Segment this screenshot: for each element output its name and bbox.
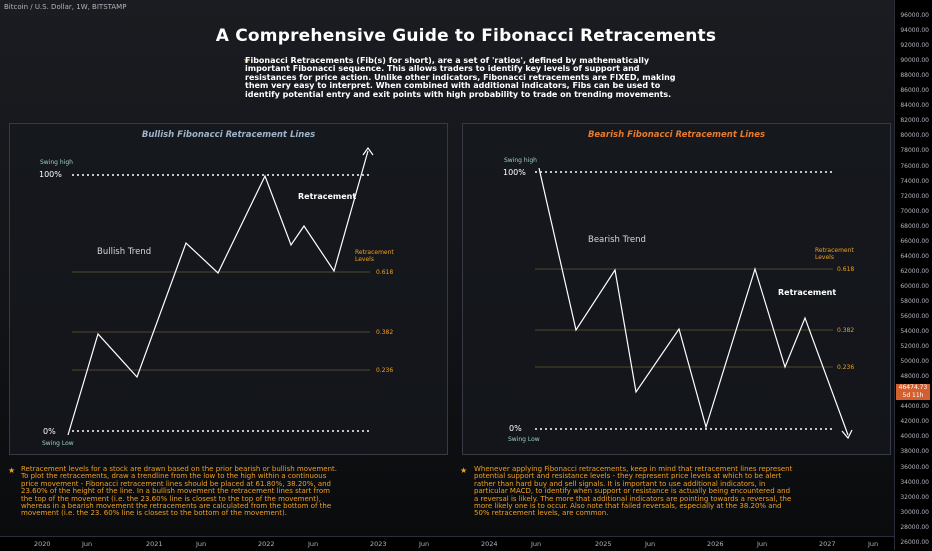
price-tick: 38000.00 xyxy=(900,448,929,456)
time-tick: 2027 xyxy=(819,540,836,548)
bullish-title: Bullish Fibonacci Retracement Lines xyxy=(141,130,316,140)
price-tick: 32000.00 xyxy=(900,493,929,501)
price-tick: 86000.00 xyxy=(900,87,929,95)
time-tick: 2022 xyxy=(258,540,275,548)
swing-high-label: Swing high xyxy=(504,157,537,164)
price-tick: 76000.00 xyxy=(900,162,929,170)
price-tick: 42000.00 xyxy=(900,418,929,426)
bearish-title: Bearish Fibonacci Retracement Lines xyxy=(587,130,766,140)
price-tick: 82000.00 xyxy=(900,117,929,125)
star-icon: ★ xyxy=(460,466,468,475)
price-tick: 30000.00 xyxy=(900,508,929,516)
time-tick: Jun xyxy=(868,540,879,548)
bullish-diagram xyxy=(67,146,374,436)
pct-0-label: 0% xyxy=(43,427,56,436)
price-tick: 48000.00 xyxy=(900,373,929,381)
price-tick: 40000.00 xyxy=(900,433,929,441)
time-tick: Jun xyxy=(419,540,430,548)
level-236-label: 0.236 xyxy=(837,364,855,371)
bearish-diagram xyxy=(535,167,853,440)
arrow-up-icon xyxy=(362,146,374,156)
price-tick: 78000.00 xyxy=(900,147,929,155)
time-tick: 2023 xyxy=(370,540,387,548)
pct-100-label: 100% xyxy=(503,168,526,177)
pct-100-label: 100% xyxy=(39,170,62,179)
trend-label: Bullish Trend xyxy=(97,247,152,257)
bullish-panel: Bullish Fibonacci Retracement Lines Swin… xyxy=(9,123,448,455)
price-tick: 74000.00 xyxy=(900,177,929,185)
price-tick: 44000.00 xyxy=(900,403,929,411)
price-tick: 60000.00 xyxy=(900,282,929,290)
notes-left: Retracement levels for a stock are drawn… xyxy=(21,465,338,518)
time-tick: Jun xyxy=(308,540,319,548)
price-tick: 54000.00 xyxy=(900,328,929,336)
price-tick: 72000.00 xyxy=(900,192,929,200)
price-tick: 58000.00 xyxy=(900,297,929,305)
level-382-label: 0.382 xyxy=(837,327,855,334)
bullish-price-path xyxy=(67,150,369,436)
price-tick: 88000.00 xyxy=(900,72,929,80)
swing-high-label: Swing high xyxy=(40,159,73,166)
retracement-label: Retracement xyxy=(778,288,837,297)
price-tick: 94000.00 xyxy=(900,27,929,35)
pct-0-label: 0% xyxy=(509,424,522,433)
price-tick: 92000.00 xyxy=(900,42,929,50)
time-tick: 2024 xyxy=(481,540,498,548)
price-tick: 70000.00 xyxy=(900,207,929,215)
time-tick: 2021 xyxy=(146,540,163,548)
arrow-down-icon xyxy=(841,429,853,440)
trend-label: Bearish Trend xyxy=(588,235,646,245)
price-tick: 96000.00 xyxy=(900,12,929,19)
retracement-levels-label: Retracement Levels xyxy=(355,249,394,263)
price-tick: 56000.00 xyxy=(900,313,929,320)
intro-text: Fibonacci Retracements (Fib(s) for short… xyxy=(245,56,676,99)
level-618-label: 0.618 xyxy=(376,269,394,276)
bearish-price-path xyxy=(538,167,849,436)
time-tick: 2020 xyxy=(34,540,51,548)
bearish-panel: Bearish Fibonacci Retracement Lines Swin… xyxy=(462,123,891,455)
level-382-label: 0.382 xyxy=(376,329,394,336)
time-tick: 2025 xyxy=(595,540,612,548)
time-tick: Jun xyxy=(196,540,207,548)
time-tick: Jun xyxy=(645,540,656,548)
price-tick: 90000.00 xyxy=(900,57,929,65)
star-icon: ★ xyxy=(243,56,251,65)
price-tick: 62000.00 xyxy=(900,267,929,275)
current-price-badge: 46474.73 5d 11h xyxy=(896,384,930,400)
time-axis[interactable]: 2020 Jun 2021 Jun 2022 Jun 2023 Jun 2024 Jun 2025 J… xyxy=(0,536,894,551)
price-tick: 36000.00 xyxy=(900,463,929,471)
price-tick: 28000.00 xyxy=(900,523,929,531)
notes-right: Whenever applying Fibonacci retracements… xyxy=(474,465,793,518)
star-icon: ★ xyxy=(8,466,16,475)
price-tick: 26000.00 xyxy=(900,538,929,546)
level-236-label: 0.236 xyxy=(376,367,394,374)
time-tick: Jun xyxy=(757,540,768,548)
price-tick: 52000.00 xyxy=(900,343,929,351)
time-tick: Jun xyxy=(531,540,542,548)
price-tick: 80000.00 xyxy=(900,132,929,140)
price-tick: 66000.00 xyxy=(900,237,929,245)
swing-low-label: Swing Low xyxy=(508,436,540,443)
retracement-label: Retracement xyxy=(298,192,357,201)
price-tick: 84000.00 xyxy=(900,102,929,110)
price-tick: 64000.00 xyxy=(900,252,929,260)
price-tick: 68000.00 xyxy=(900,222,929,230)
level-618-label: 0.618 xyxy=(837,266,855,273)
time-tick: Jun xyxy=(82,540,93,548)
price-tick: 34000.00 xyxy=(900,478,929,486)
retracement-levels-label: Retracement Levels xyxy=(815,247,854,261)
price-tick: 50000.00 xyxy=(900,358,929,366)
time-tick: 2026 xyxy=(707,540,724,548)
swing-low-label: Swing Low xyxy=(42,440,74,447)
price-axis[interactable]: 96000.00 94000.00 92000.00 90000.00 88000.00… xyxy=(894,0,932,550)
symbol-label: Bitcoin / U.S. Dollar, 1W, BITSTAMP xyxy=(4,3,127,11)
page-title: A Comprehensive Guide to Fibonacci Retra… xyxy=(215,26,717,46)
